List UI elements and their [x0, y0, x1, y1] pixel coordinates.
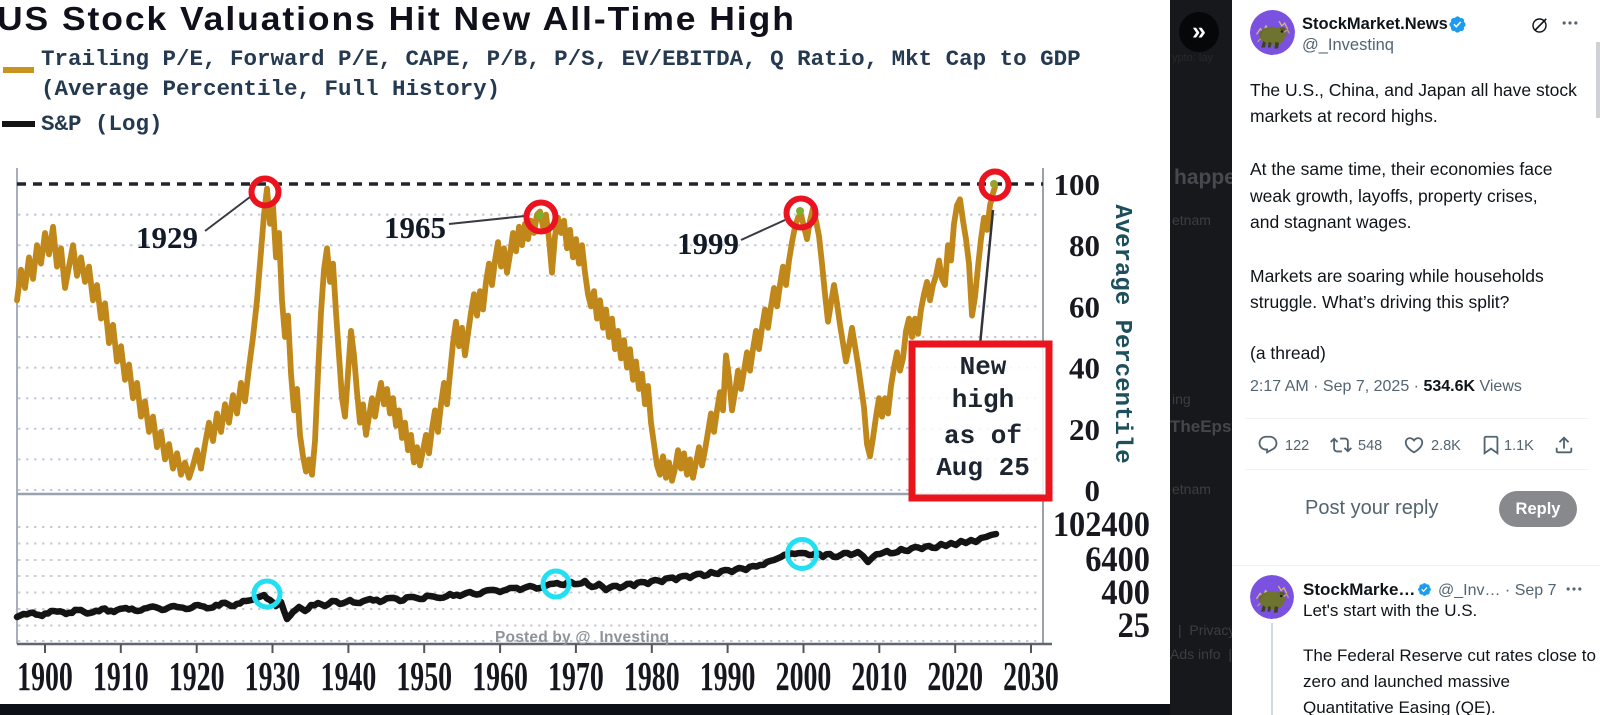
svg-text:1980: 1980 — [624, 654, 680, 700]
svg-text:1930: 1930 — [245, 654, 301, 700]
svg-text:80: 80 — [1069, 228, 1100, 263]
svg-text:2030: 2030 — [1003, 654, 1059, 700]
svg-text:2000: 2000 — [776, 654, 832, 700]
svg-text:100: 100 — [1054, 167, 1101, 202]
svg-text:400: 400 — [1101, 572, 1150, 612]
svg-text:Aug 25: Aug 25 — [936, 453, 1030, 483]
svg-text:2020: 2020 — [927, 654, 983, 700]
svg-text:0: 0 — [1085, 473, 1101, 508]
svg-text:as of: as of — [944, 421, 1022, 451]
svg-text:1990: 1990 — [700, 654, 756, 700]
svg-text:1965: 1965 — [384, 210, 446, 245]
svg-text:1970: 1970 — [548, 654, 604, 700]
svg-text:1920: 1920 — [169, 654, 225, 700]
svg-text:1940: 1940 — [321, 654, 377, 700]
svg-text:New: New — [960, 352, 1007, 382]
svg-text:1900: 1900 — [17, 654, 73, 700]
svg-text:1999: 1999 — [677, 226, 739, 261]
svg-text:25: 25 — [1118, 605, 1150, 645]
svg-text:102400: 102400 — [1053, 504, 1150, 544]
svg-text:Average Percentile: Average Percentile — [1108, 204, 1135, 463]
svg-text:6400: 6400 — [1085, 539, 1150, 579]
svg-text:Posted by @_Investinq: Posted by @_Investinq — [495, 629, 669, 646]
svg-text:1960: 1960 — [472, 654, 528, 700]
svg-text:60: 60 — [1069, 289, 1100, 324]
svg-text:1910: 1910 — [93, 654, 149, 700]
svg-text:1950: 1950 — [396, 654, 452, 700]
svg-text:40: 40 — [1069, 351, 1100, 386]
svg-text:high: high — [952, 385, 1014, 415]
svg-text:20: 20 — [1069, 412, 1100, 447]
svg-text:2010: 2010 — [851, 654, 907, 700]
svg-text:1929: 1929 — [136, 220, 198, 255]
